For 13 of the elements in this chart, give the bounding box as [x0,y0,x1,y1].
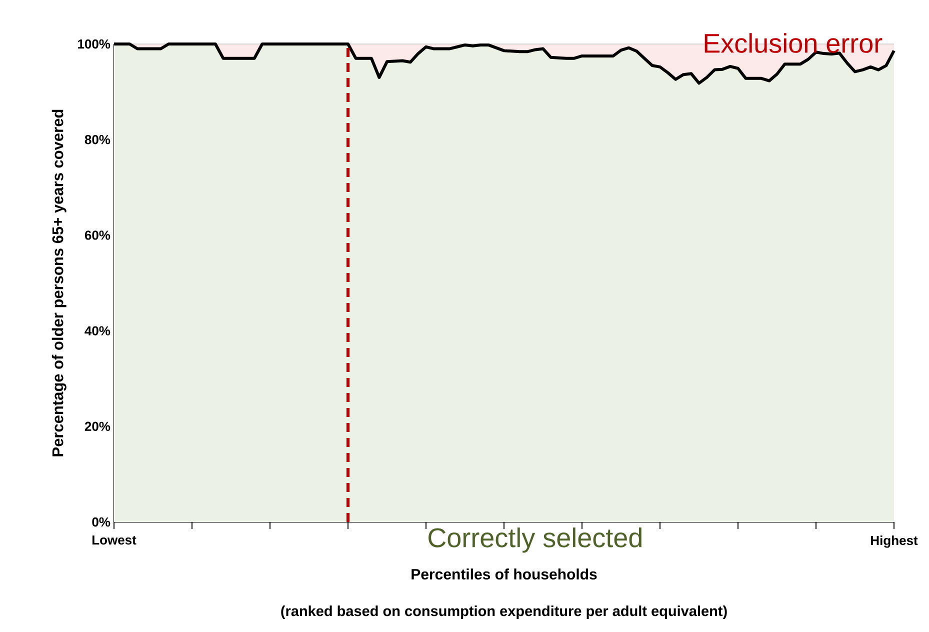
annotation: Exclusion error [704,33,882,53]
y-axis-title: Percentage of older persons 65+ years covered [52,110,66,456]
y-tick-label: 80% [84,134,110,144]
text: (ranked based on consumption expenditure per adult equivalent) [281,606,727,620]
y-tick-label: 40% [84,326,110,336]
y-tick-label: 100% [78,39,110,49]
y-tick-label: 20% [84,422,110,431]
y-tick-label: 60% [84,230,110,240]
y-tick-label: 0% [92,517,110,527]
x-tick-label: Lowest [92,536,136,545]
x-tick-label: Highest [871,536,918,548]
x-axis-title: Percentiles of households [412,568,597,580]
text: Correctly selected [428,528,642,553]
